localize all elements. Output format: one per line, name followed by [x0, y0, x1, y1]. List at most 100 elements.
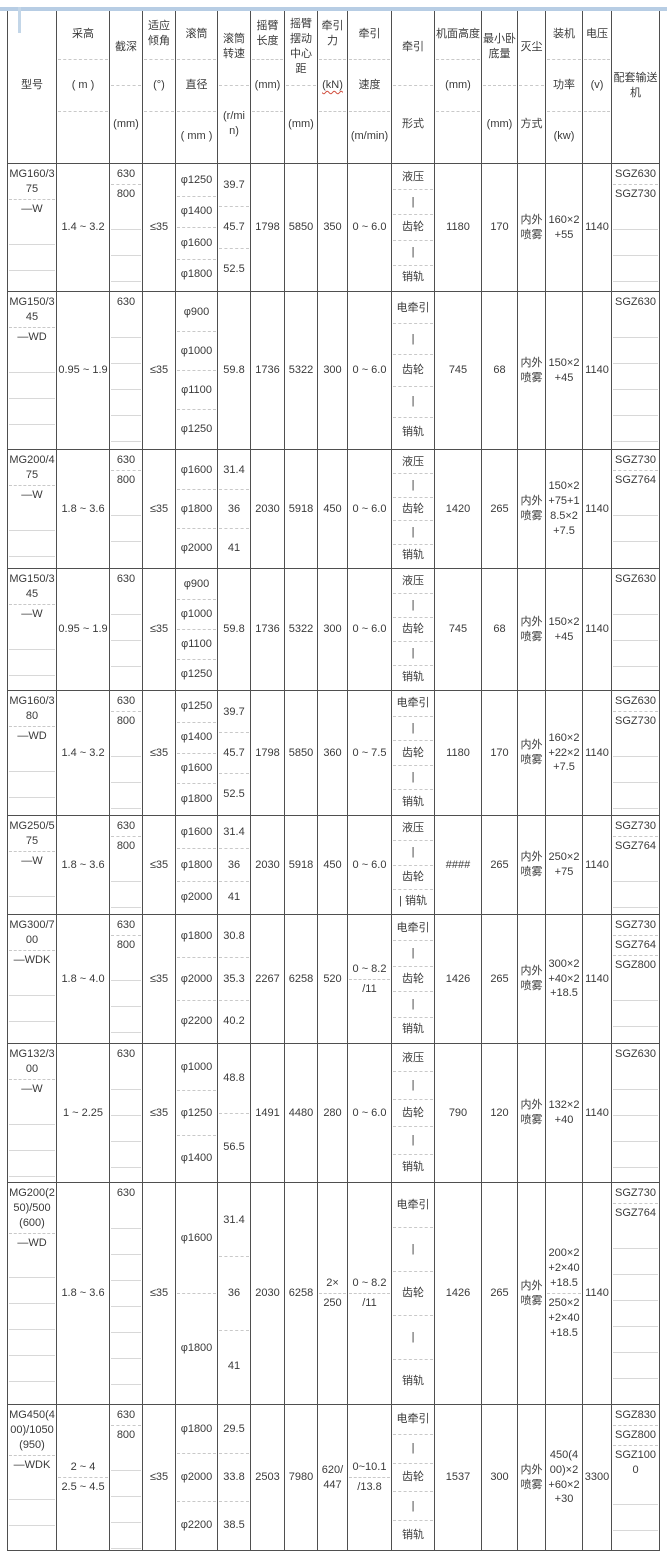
cell-value: φ1600: [180, 826, 213, 839]
cell-value: 160×2+22×2+7.5: [548, 731, 580, 774]
cell-value: SGZ730: [613, 183, 658, 204]
cell-power: 132×2+40: [545, 1043, 583, 1183]
cell-value: 1140: [585, 858, 609, 871]
table-row: MG132/300 —W 1 ~ 2.25 630 ≤35 φ1000 φ1250 φ1400…: [7, 1043, 660, 1183]
empty-gridlines: [9, 218, 55, 290]
cell-value: φ1250: [180, 173, 213, 186]
cell-value: 31.4: [223, 463, 245, 476]
header-conveyor: 配套输送机: [611, 7, 660, 164]
cell-voltage: 1140: [582, 1182, 612, 1405]
cell-value: φ1100: [177, 629, 216, 659]
cell-incline: ≤35: [142, 1043, 176, 1183]
cell-value: 33.8: [219, 1453, 249, 1501]
cell-value: MG250/575: [9, 820, 55, 847]
cell-power: 150×2+45: [545, 568, 583, 691]
cell-dust: 内外喷雾: [517, 690, 546, 816]
cell-value: /13.8: [349, 1477, 390, 1497]
cell-cutting-depth: 630: [109, 1182, 143, 1405]
cell-value: 450(400)×2+60×2+30: [548, 1448, 580, 1506]
cell-value: 内外喷雾: [520, 965, 543, 992]
cell-arm-length: 1736: [250, 568, 285, 691]
cell-value: 1140: [585, 623, 609, 636]
header-label: (mm): [436, 59, 480, 110]
cell-value: φ1250: [177, 1089, 216, 1136]
cell-value: 800: [111, 469, 141, 490]
cell-value: φ2200: [177, 1501, 216, 1549]
header-label: 采高: [72, 27, 94, 40]
cell-dust: 内外喷雾: [517, 815, 546, 915]
cell-traction-form: 液压 | 齿轮 | 销轨: [391, 163, 435, 292]
cell-value: —W: [9, 850, 55, 871]
cell-value: 41: [219, 1329, 249, 1403]
cell-dust: 内外喷雾: [517, 1404, 546, 1551]
cell-value: 1798: [255, 221, 280, 234]
cell-power: 160×2+55: [545, 163, 583, 292]
empty-gridlines: [9, 745, 55, 814]
cell-value: 450: [323, 502, 342, 515]
cell-value: —WDK: [9, 1454, 55, 1475]
header-power: 装机 功率 (kw): [545, 7, 583, 164]
cell-value: —WD: [9, 1232, 55, 1253]
cell-center-distance: 6258: [284, 1182, 318, 1405]
cell-value: 36: [219, 848, 249, 880]
cell-center-distance: 5918: [284, 449, 318, 569]
cell-value: φ1800: [177, 489, 216, 528]
cell-drum-diameter: φ1250 φ1400 φ1600 φ1800: [175, 690, 218, 816]
cell-value: φ1000: [180, 1060, 213, 1073]
cell-value: φ1800: [177, 1293, 216, 1403]
cell-traction-force: 300: [317, 568, 348, 691]
cell-dust: 内外喷雾: [517, 449, 546, 569]
empty-gridlines: [613, 730, 658, 814]
cell-value: 120: [490, 1106, 509, 1119]
cell-machine-height: 790: [434, 1043, 482, 1183]
cell-voltage: 1140: [582, 449, 612, 569]
cell-value: 齿轮: [393, 965, 433, 991]
cell-conveyor: SGZ830 SGZ800 SGZ1000: [611, 1404, 660, 1551]
cell-value: 4480: [288, 1106, 314, 1119]
cell-dust: 内外喷雾: [517, 568, 546, 691]
cell-traction-force: 2× 250: [317, 1182, 348, 1405]
cell-value: /11: [349, 1293, 390, 1313]
cell-value: 销轨: [393, 543, 433, 567]
cell-value: |: [393, 1126, 433, 1153]
cell-value: MG200/475: [9, 454, 55, 481]
cell-value: 0 ~ 6.0: [352, 364, 387, 377]
cell-value: φ1400: [177, 195, 216, 228]
header-label: 配套输送机: [613, 71, 658, 99]
header-label: ( mm ): [177, 110, 216, 162]
cell-value: 1140: [585, 364, 609, 377]
empty-gridlines: [613, 489, 658, 567]
header-model: 型号: [7, 7, 57, 164]
cell-conveyor: SGZ730 SGZ764 SGZ800: [611, 914, 660, 1044]
cell-value: MG160/375: [9, 168, 55, 195]
header-label: (mm): [286, 85, 316, 162]
cell-value: 1537: [445, 1471, 471, 1484]
header-label: [584, 110, 610, 162]
cell-value: 内外喷雾: [520, 851, 543, 878]
cell-value: 销轨: [393, 1359, 433, 1403]
cell-model: MG450(400)/1050(950) —WDK: [7, 1404, 57, 1551]
header-mining-height: 采高 ( m ): [56, 7, 110, 164]
cell-value: 5918: [288, 502, 314, 515]
cell-drum-diameter: φ1600 φ1800: [175, 1182, 218, 1405]
cell-value: φ1250: [177, 659, 216, 689]
cell-value: φ1800: [180, 1423, 213, 1436]
cell-traction-force: 280: [317, 1043, 348, 1183]
cell-value: 电牵引: [396, 921, 430, 934]
cell-conveyor: SGZ730 SGZ764: [611, 1182, 660, 1405]
cell-value: 1426: [445, 1287, 471, 1300]
cell-value: |: [393, 520, 433, 543]
cell-value: 800: [111, 934, 141, 955]
cell-traction-force: 620/447: [317, 1404, 348, 1551]
table-row: MG160/380 —WD 1.4 ~ 3.2 630 800 ≤35 φ1250 φ1400…: [7, 690, 660, 816]
header-dust: 灭尘 方式: [517, 7, 546, 164]
cell-value: 2.5 ~ 4.5: [58, 1477, 108, 1497]
empty-gridlines: [111, 855, 141, 913]
cell-value: | 销轨: [393, 888, 433, 913]
cell-value: 齿轮: [393, 1462, 433, 1492]
cell-voltage: 1140: [582, 291, 612, 450]
cell-traction-force: 350: [317, 163, 348, 292]
cell-value: 齿轮: [393, 740, 433, 765]
cell-value: 6258: [288, 1287, 314, 1300]
header-label: 电压: [586, 27, 608, 40]
